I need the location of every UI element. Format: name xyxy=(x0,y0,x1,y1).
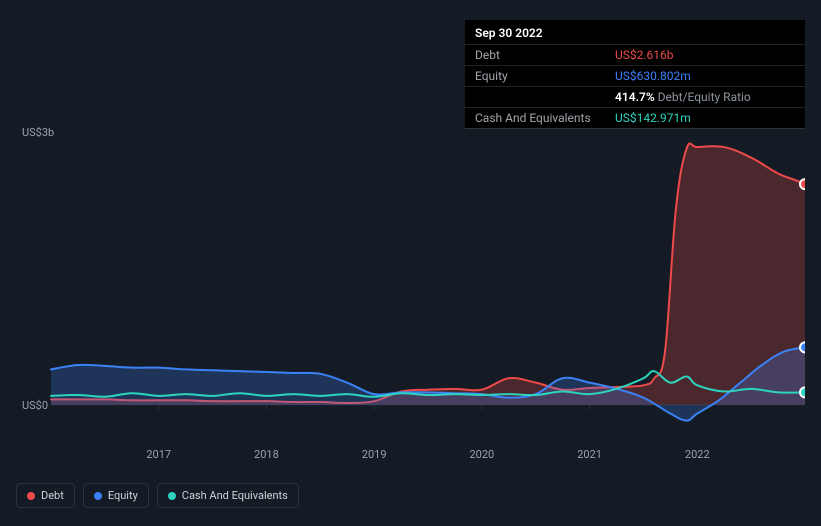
tooltip-value: US$142.971m xyxy=(615,111,795,125)
legend-dot-icon xyxy=(168,492,176,500)
series-area-debt xyxy=(51,143,805,404)
x-tick-label: 2018 xyxy=(254,448,279,461)
series-marker-debt xyxy=(800,179,805,189)
series-marker-cash xyxy=(800,387,805,397)
series-marker-equity xyxy=(800,342,805,352)
x-tick-label: 2022 xyxy=(685,448,710,461)
legend-label: Debt xyxy=(41,489,64,502)
x-tick-label: 2019 xyxy=(362,448,387,461)
legend-label: Cash And Equivalents xyxy=(182,489,288,502)
legend-item-cash[interactable]: Cash And Equivalents xyxy=(157,483,299,508)
tooltip-value: US$630.802m xyxy=(615,69,795,83)
chart-tooltip: Sep 30 2022 Debt US$2.616b Equity US$630… xyxy=(465,20,805,129)
y-axis-label-top: US$3b xyxy=(22,126,54,139)
tooltip-date: Sep 30 2022 xyxy=(465,20,805,44)
x-tick-label: 2017 xyxy=(146,448,171,461)
tooltip-label: Equity xyxy=(475,69,615,83)
tooltip-row-ratio: 414.7% Debt/Equity Ratio xyxy=(465,86,805,107)
tooltip-value: 414.7% Debt/Equity Ratio xyxy=(615,90,795,104)
ratio-pct: 414.7% xyxy=(615,90,655,104)
chart-legend: Debt Equity Cash And Equivalents xyxy=(16,483,299,508)
tooltip-row-cash: Cash And Equivalents US$142.971m xyxy=(465,107,805,128)
tooltip-label: Debt xyxy=(475,48,615,62)
ratio-label: Debt/Equity Ratio xyxy=(658,90,751,104)
legend-item-equity[interactable]: Equity xyxy=(83,483,149,508)
tooltip-label: Cash And Equivalents xyxy=(475,111,615,125)
legend-dot-icon xyxy=(27,492,35,500)
legend-dot-icon xyxy=(94,492,102,500)
x-tick-label: 2020 xyxy=(469,448,494,461)
x-tick-label: 2021 xyxy=(577,448,602,461)
legend-label: Equity xyxy=(108,489,138,502)
tooltip-value: US$2.616b xyxy=(615,48,795,62)
legend-item-debt[interactable]: Debt xyxy=(16,483,75,508)
debt-equity-chart[interactable] xyxy=(16,140,805,480)
tooltip-row-debt: Debt US$2.616b xyxy=(465,44,805,65)
x-axis-labels: 2017 2018 2019 2020 2021 2022 xyxy=(16,448,805,468)
tooltip-row-equity: Equity US$630.802m xyxy=(465,65,805,86)
